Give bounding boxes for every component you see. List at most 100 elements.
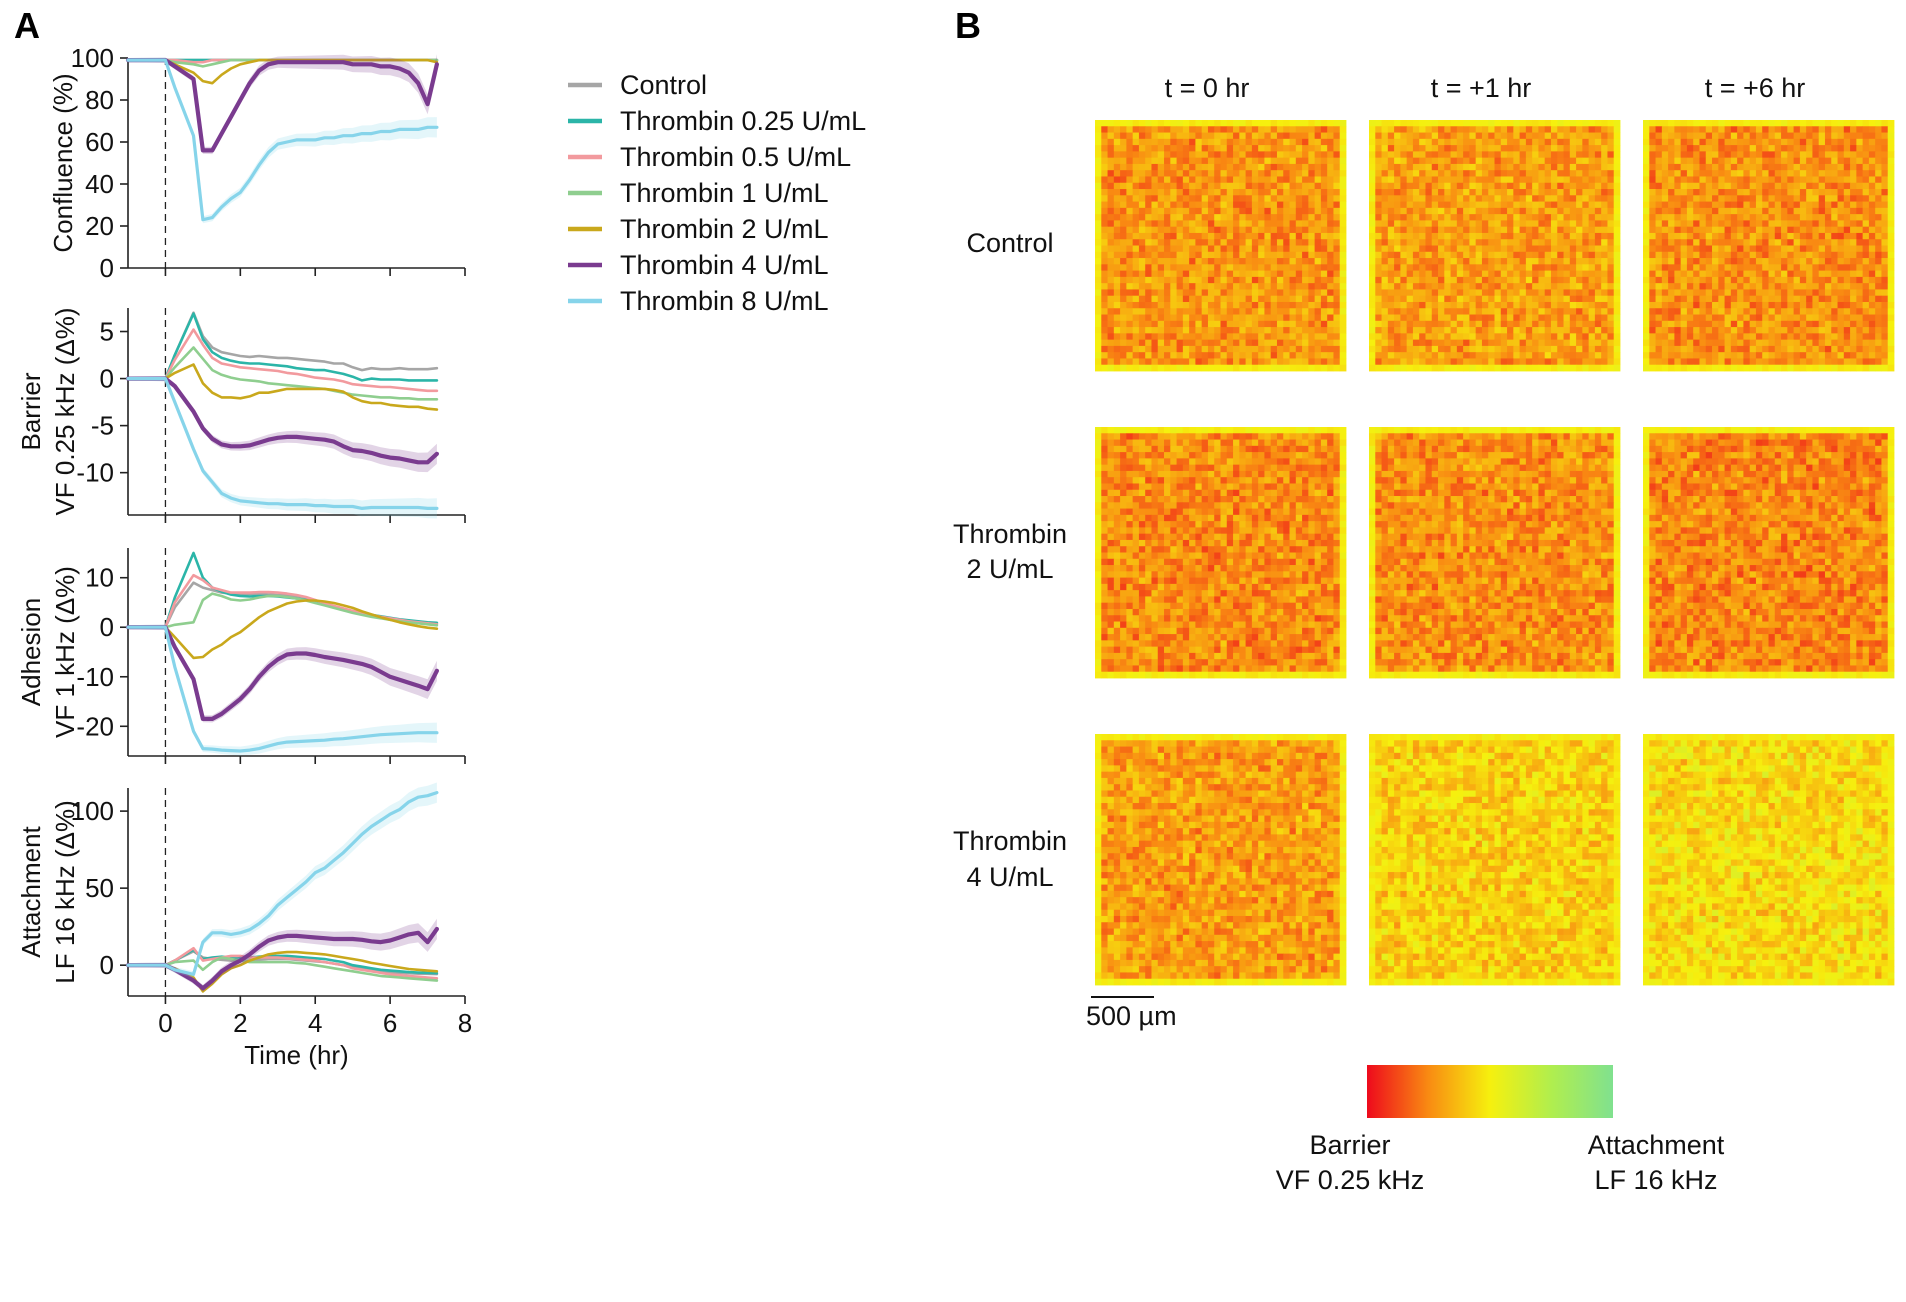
heatmap-cell [1737,301,1744,309]
heatmap-cell [1774,327,1782,334]
heatmap-cell [1419,207,1426,215]
heatmap-cell [1481,163,1489,171]
heatmap-cell [1157,427,1165,434]
heatmap-cell [1327,245,1334,253]
heatmap-cell [1333,327,1341,334]
heatmap-cell [1868,195,1876,202]
heatmap-cell [1519,126,1527,133]
heatmap-cell [1843,314,1851,322]
heatmap-cell [1655,182,1663,190]
heatmap-cell [1513,120,1521,127]
heatmap-cell [1837,151,1845,159]
heatmap-cell [1668,245,1675,253]
heatmap-cell [1463,195,1470,202]
heatmap-cell [1699,251,1707,259]
heatmap-cell [1643,320,1650,328]
heatmap-cell [1718,151,1725,159]
heatmap-cell [1768,358,1776,366]
heatmap-cell [1314,138,1322,146]
heatmap-cell [1295,308,1303,315]
heatmap-cell [1768,327,1776,334]
heatmap-cell [1444,170,1451,177]
heatmap-cell [1207,364,1215,372]
heatmap-cell [1182,195,1190,202]
heatmap-cell [1806,283,1813,290]
heatmap-cell [1718,226,1725,234]
heatmap-cell [1507,220,1514,228]
heatmap-cell [1226,163,1234,171]
heatmap-cell [1755,320,1763,328]
heatmap-cell [1339,207,1347,215]
heatmap-cell [1576,151,1583,159]
heatmap-cell [1251,301,1259,309]
heatmap-cell [1737,195,1744,202]
heatmap-cell [1283,276,1290,284]
heatmap-cell [1444,251,1451,259]
heatmap-cell [1488,352,1495,359]
heatmap-cell [1843,132,1851,140]
heatmap-cell [1768,339,1776,347]
y-axis-label: Adhesion [16,598,46,706]
heatmap-cell [1668,276,1675,284]
heatmap-cell [1730,201,1738,209]
heatmap-cell [1101,345,1108,353]
heatmap-cell [1843,151,1851,159]
heatmap-cell [1843,251,1851,259]
heatmap-cell [1588,308,1596,315]
heatmap-cell [1824,239,1832,246]
heatmap-cell [1730,308,1738,315]
heatmap-cell [1730,314,1738,322]
heatmap-cell [1755,214,1763,221]
heatmap-cell [1824,195,1832,202]
heatmap-cell [1730,195,1738,202]
heatmap-cell [1607,276,1615,284]
heatmap-cell [1806,145,1813,152]
heatmap-cell [1207,251,1215,259]
heatmap-cell [1233,264,1240,272]
heatmap-cell [1431,258,1439,265]
heatmap-cell [1680,327,1688,334]
heatmap-cell [1126,157,1134,165]
heatmap-cell [1724,270,1732,278]
heatmap-cell [1394,358,1401,366]
heatmap-cell [1164,189,1171,196]
heatmap-cell [1686,195,1694,202]
heatmap-cell [1412,182,1420,190]
heatmap-cell [1132,339,1140,347]
heatmap-cell [1868,176,1876,184]
heatmap-cell [1686,264,1694,272]
heatmap-cell [1387,126,1395,133]
heatmap-cell [1444,358,1451,366]
heatmap-cell [1431,232,1439,240]
heatmap-cell [1302,314,1309,322]
heatmap-cell [1674,126,1682,133]
heatmap-cell [1668,270,1675,278]
heatmap-cell [1793,232,1801,240]
heatmap-cell [1856,289,1864,297]
heatmap-cell [1500,126,1508,133]
heatmap-cell [1270,345,1278,353]
heatmap-cell [1544,138,1552,146]
heatmap-cell [1507,258,1514,265]
heatmap-cell [1444,220,1451,228]
heatmap-cell [1875,232,1882,240]
heatmap-cell [1737,352,1744,359]
heatmap-cell [1643,176,1650,184]
heatmap-cell [1507,364,1514,372]
heatmap-cell [1643,126,1650,133]
heatmap-cell [1582,364,1590,372]
heatmap-cell [1699,339,1707,347]
heatmap-cell [1406,157,1414,165]
heatmap-cell [1314,283,1322,290]
heatmap-cell [1655,264,1663,272]
heatmap-cell [1233,258,1240,265]
heatmap-cell [1749,214,1757,221]
heatmap-cell [1201,145,1209,152]
heatmap-cell [1308,163,1316,171]
heatmap-cell [1419,151,1426,159]
heatmap-cell [1302,308,1309,315]
heatmap-cell [1444,283,1451,290]
heatmap-cell [1339,189,1347,196]
heatmap-cell [1824,364,1832,372]
heatmap-cell [1643,251,1650,259]
